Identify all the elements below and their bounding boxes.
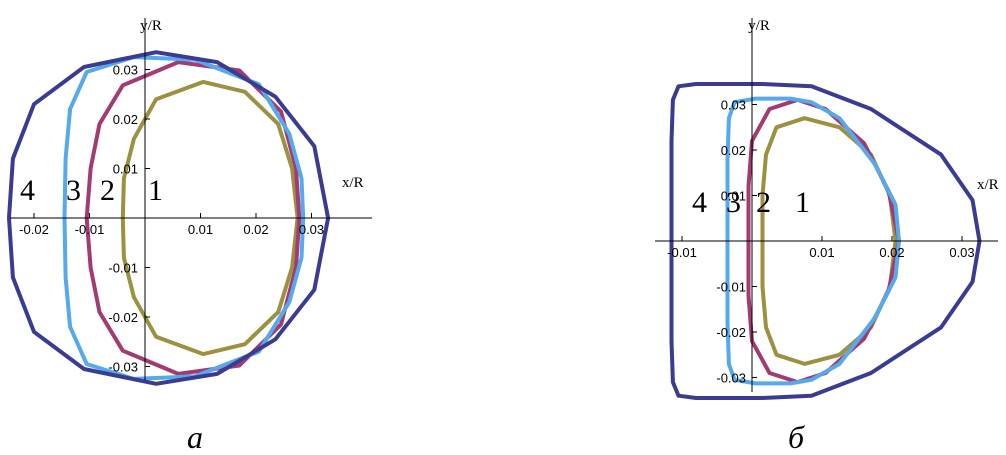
panel-1-y-tick-label: 0.02 (113, 112, 138, 127)
panel-1-y-tick-label: 0.01 (113, 162, 138, 177)
panel-2-y-tick-label: 0.02 (721, 143, 746, 158)
panel-1-x-tick-label: 0.02 (243, 222, 268, 237)
panel-2-y-tick-label: 0.01 (721, 189, 746, 204)
panel-2-curve-label-2: 2 (756, 186, 771, 219)
panel-2-curve-label-1: 1 (795, 186, 810, 219)
panel-2-curve-label-4: 4 (692, 186, 707, 219)
panel-1-x-tick-label: 0.03 (299, 222, 324, 237)
panel-1-y-tick-label: -0.02 (108, 310, 138, 325)
panel-2-y-tick-label: -0.03 (716, 371, 746, 386)
panel-1-y-tick-label: -0.03 (108, 360, 138, 375)
panel-2-y-tick-label: -0.01 (716, 280, 746, 295)
panel-2-x-tick-label: 0.01 (809, 245, 834, 260)
panel-1-x-tick-label: -0.01 (75, 222, 105, 237)
panel-2-x-axis-title: x/R (977, 177, 999, 193)
panel-1-curve-label-4: 4 (20, 174, 35, 207)
panel-2-x-tick-label: -0.01 (667, 245, 697, 260)
panel-2-curve-label-3: 3 (726, 186, 741, 219)
panel-1-y-tick-label: -0.01 (108, 261, 138, 276)
panel-2-y-tick-label: 0.03 (721, 98, 746, 113)
panel-1-curve-label-1: 1 (148, 174, 163, 207)
panel-1-y-axis-title: y/R (140, 18, 162, 34)
panel-2-x-tick-label: 0.02 (879, 245, 904, 260)
panel-2-label: б (788, 419, 805, 455)
panel-2-y-axis-title: y/R (748, 18, 770, 34)
panel-2-y-tick-label: -0.02 (716, 325, 746, 340)
panel-1-label: а (187, 419, 203, 455)
panel-2-x-tick-label: 0.03 (949, 245, 974, 260)
panel-1-x-tick-label: 0.01 (188, 222, 213, 237)
panel-1-curve-label-2: 2 (100, 174, 115, 207)
panel-1-x-axis-title: x/R (342, 175, 364, 191)
panel-1-x-tick-label: -0.02 (19, 222, 49, 237)
panel-1-y-tick-label: 0.03 (113, 63, 138, 78)
panel-1-curve-label-3: 3 (66, 174, 81, 207)
